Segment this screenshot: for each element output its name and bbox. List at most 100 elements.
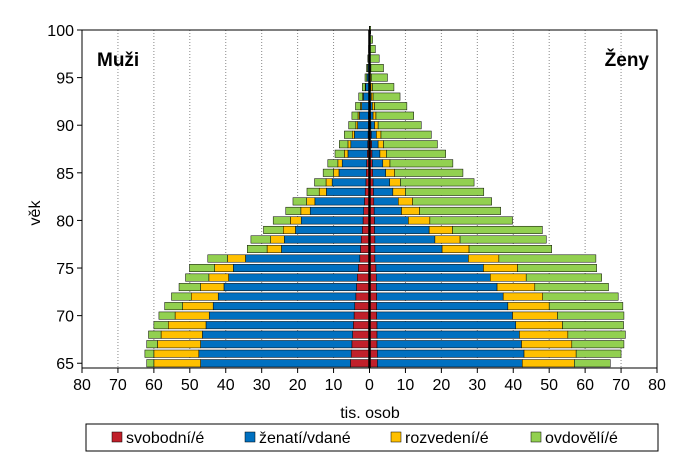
bar-women-76-s1: [374, 254, 469, 263]
bar-women-67-s1: [376, 340, 522, 349]
y-axis-title: věk: [27, 200, 44, 226]
bar-men-72-s2: [191, 292, 219, 301]
bar-men-77-s1: [281, 245, 361, 253]
bar-men-71-s3: [164, 302, 183, 311]
bar-women-88-s2: [377, 140, 384, 149]
axes: [77, 29, 658, 373]
bar-men-66-s2: [153, 349, 200, 358]
bar-men-82-s2: [306, 197, 316, 206]
bar-women-92-s3: [374, 102, 408, 111]
bar-men-80-s2: [290, 216, 302, 225]
bar-men-71-s2: [182, 302, 214, 311]
bar-men-67-s0: [351, 340, 370, 349]
bar-men-69-s1: [205, 321, 354, 330]
bar-men-86-s1: [341, 159, 367, 168]
bar-women-68-s2: [519, 330, 569, 339]
bar-women-69-s2: [515, 321, 563, 330]
bar-men-81-s3: [285, 206, 302, 215]
bar-men-68-s2: [160, 330, 203, 339]
bar-women-92-s2: [372, 102, 375, 111]
bar-men-73-s1: [223, 283, 357, 292]
bar-women-84-s2: [389, 178, 401, 187]
bar-women-88-s3: [383, 140, 438, 149]
bar-women-79-s2: [428, 225, 453, 234]
x-tick-label-1: 70: [109, 377, 127, 394]
bar-women-83-s3: [405, 187, 485, 196]
x-tick-label-8: 0: [365, 377, 374, 394]
bar-men-80-s3: [272, 216, 291, 225]
bar-women-91-s1: [370, 111, 374, 120]
bar-women-71-s2: [507, 302, 550, 311]
bar-men-91-s3: [351, 111, 359, 120]
legend: svobodní/é ženatí/vdané rozvedení/é ovdověl…: [85, 423, 659, 452]
bar-women-93-s2: [371, 92, 374, 101]
bar-men-73-s0: [356, 283, 370, 292]
bar-women-86-s2: [382, 159, 391, 168]
bar-men-68-s1: [202, 330, 353, 339]
bar-men-65-s0: [350, 359, 370, 368]
bar-men-95-s3: [364, 73, 368, 82]
bar-women-78-s2: [434, 235, 461, 244]
bar-men-66-s0: [350, 349, 370, 358]
bar-men-69-s3: [153, 321, 169, 330]
bar-men-78-s1: [284, 235, 362, 244]
bar-men-88-s3: [339, 140, 349, 149]
x-tick-label-4: 40: [217, 377, 235, 394]
bar-men-86-s3: [327, 159, 339, 168]
bar-men-74-s3: [185, 273, 210, 282]
bar-men-87-s1: [347, 149, 368, 158]
bar-women-74-s1: [376, 273, 491, 282]
bar-men-94-s3: [362, 83, 366, 92]
bar-men-85-s3: [322, 168, 334, 177]
bar-women-80-s3: [429, 216, 513, 225]
legend-label-0: svobodní/é: [126, 430, 204, 447]
bar-men-88-s2: [347, 140, 352, 149]
bar-men-68-s3: [148, 330, 162, 339]
bar-women-89-s1: [371, 130, 377, 139]
bar-women-75-s1: [375, 264, 484, 272]
bar-men-92-s3: [355, 102, 361, 111]
bar-men-77-s3: [247, 245, 268, 253]
x-tick-label-5: 30: [253, 377, 271, 394]
bar-women-90-s2: [374, 121, 379, 130]
panel-label-right: Ženy: [605, 49, 650, 71]
bar-women-67-s3: [571, 340, 625, 349]
y-tick-label-3: 80: [56, 213, 74, 230]
bar-women-68-s1: [376, 330, 520, 339]
bar-men-67-s2: [157, 340, 201, 349]
bar-men-88-s1: [350, 140, 368, 149]
bar-women-87-s3: [386, 149, 446, 158]
x-tick-label-9: 10: [397, 377, 415, 394]
bar-men-76-s1: [245, 254, 361, 263]
bar-women-85-s1: [372, 168, 386, 177]
bar-men-84-s1: [331, 178, 367, 187]
bar-women-89-s3: [380, 130, 432, 139]
bar-women-81-s3: [419, 206, 501, 215]
bar-women-93-s3: [372, 92, 401, 101]
x-tick-label-0: 80: [73, 377, 91, 394]
bar-women-75-s2: [483, 264, 518, 272]
legend-frame: [85, 423, 659, 452]
bar-women-77-s3: [468, 245, 552, 253]
x-tick-label-12: 40: [504, 377, 522, 394]
bar-women-74-s3: [525, 273, 602, 282]
bar-men-87-s3: [334, 149, 345, 158]
legend-label-2: rozvedení/é: [405, 430, 489, 447]
legend-swatch-0: [111, 431, 123, 443]
bar-women-85-s3: [394, 168, 464, 177]
bar-women-70-s2: [512, 311, 558, 320]
bar-women-91-s2: [372, 111, 377, 120]
bar-women-95-s3: [371, 73, 388, 82]
x-tick-label-14: 60: [576, 377, 594, 394]
bar-women-85-s2: [385, 168, 395, 177]
bar-women-72-s3: [542, 292, 619, 301]
bar-women-82-s2: [398, 197, 413, 206]
bar-men-70-s2: [174, 311, 210, 320]
bar-women-83-s1: [373, 187, 394, 196]
bar-women-79-s3: [452, 225, 543, 234]
bar-men-93-s3: [358, 92, 363, 101]
bar-men-78-s2: [270, 235, 285, 244]
bar-men-96-s3: [366, 64, 368, 73]
bar-men-89-s2: [352, 130, 355, 139]
